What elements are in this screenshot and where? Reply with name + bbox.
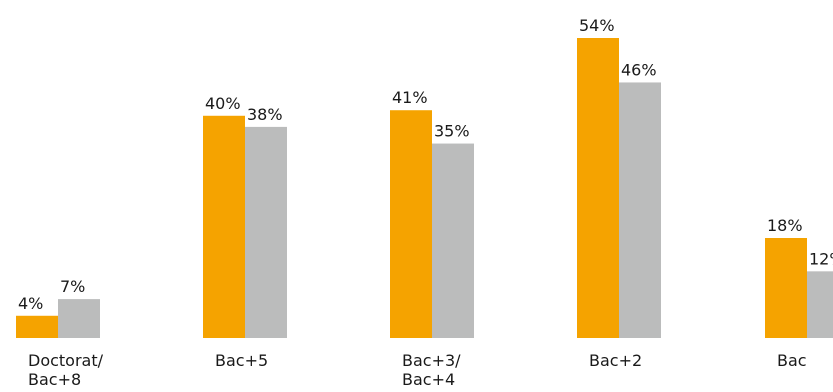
category-label-line-0-0: Doctorat/	[28, 351, 104, 370]
bar-s0-c4	[765, 238, 807, 338]
bar-value-label-s1-c2: 35%	[434, 122, 470, 141]
category-label-3: Bac+2	[589, 351, 642, 370]
bar-s1-c0	[58, 299, 100, 338]
category-label-1: Bac+5	[215, 351, 268, 370]
bar-s0-c0	[16, 315, 58, 338]
bar-value-label-s0-c0: 4%	[18, 294, 43, 313]
bar-s1-c1	[245, 126, 287, 338]
bar-s0-c2	[390, 110, 432, 338]
bar-s1-c4	[807, 271, 833, 338]
bar-s1-c3	[619, 82, 661, 338]
category-label-line-4-0: Bac	[777, 351, 807, 370]
category-label-line-3-0: Bac+2	[589, 351, 642, 370]
bar-value-label-s0-c2: 41%	[392, 88, 428, 107]
bar-value-label-s1-c4: 12%	[809, 249, 833, 268]
bar-value-label-s1-c1: 38%	[247, 105, 283, 124]
category-label-line-1-0: Bac+5	[215, 351, 268, 370]
category-label-line-0-1: Bac+8	[28, 370, 81, 389]
category-label-2: Bac+3/Bac+4	[402, 351, 461, 389]
bar-value-label-s0-c3: 54%	[579, 16, 615, 35]
bar-s0-c3	[577, 38, 619, 338]
bar-value-label-s1-c3: 46%	[621, 60, 657, 79]
category-label-0: Doctorat/Bac+8	[28, 351, 104, 389]
bar-value-label-s0-c1: 40%	[205, 94, 241, 113]
category-label-line-2-0: Bac+3/	[402, 351, 461, 370]
bar-value-label-s0-c4: 18%	[767, 216, 803, 235]
category-label-4: Bac	[777, 351, 807, 370]
bar-s1-c2	[432, 143, 474, 338]
bar-value-label-s1-c0: 7%	[60, 277, 85, 296]
bar-s0-c1	[203, 115, 245, 339]
category-label-line-2-1: Bac+4	[402, 370, 455, 389]
